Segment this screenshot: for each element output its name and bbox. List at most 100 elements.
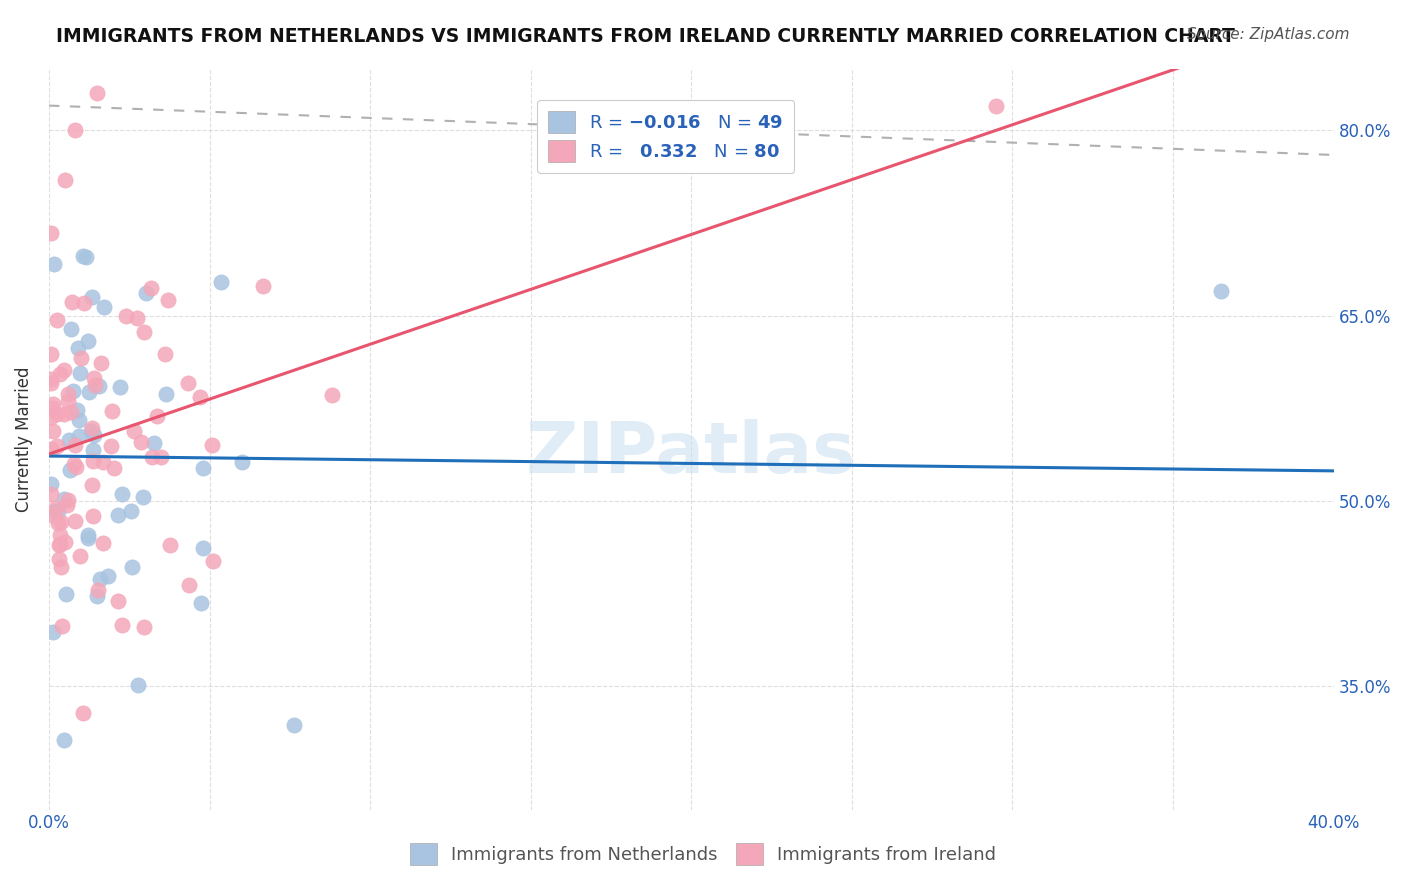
Point <box>51 619 73 633</box>
Point <box>80 421 103 435</box>
Point <box>201 438 224 452</box>
Point <box>72 706 94 721</box>
Point <box>82 443 104 458</box>
Point <box>53 172 76 186</box>
Point <box>87 583 110 598</box>
Point <box>101 404 124 418</box>
Point <box>41 508 63 522</box>
Point <box>70 351 93 365</box>
Point <box>103 461 125 475</box>
Text: ZIPatlas: ZIPatlas <box>526 419 856 488</box>
Point <box>127 678 149 692</box>
Point <box>97 569 120 583</box>
Point <box>42 625 65 640</box>
Point <box>107 594 129 608</box>
Point <box>56 393 79 408</box>
Point <box>63 123 86 137</box>
Point <box>60 405 83 419</box>
Point <box>39 409 62 424</box>
Point <box>49 515 72 529</box>
Point <box>91 455 114 469</box>
Point <box>82 454 104 468</box>
Point <box>39 477 62 491</box>
Point <box>150 450 173 464</box>
Point <box>39 371 62 385</box>
Point <box>66 402 89 417</box>
Point <box>63 457 86 471</box>
Point <box>48 528 70 542</box>
Point <box>121 560 143 574</box>
Point <box>67 341 90 355</box>
Point <box>51 560 73 574</box>
Point <box>48 536 70 550</box>
Point <box>39 487 62 501</box>
Point <box>986 98 1008 112</box>
Point <box>155 387 177 401</box>
Point <box>82 290 104 304</box>
Point <box>79 424 101 438</box>
Legend: Immigrants from Netherlands, Immigrants from Ireland: Immigrants from Netherlands, Immigrants … <box>401 834 1005 874</box>
Point <box>59 322 82 336</box>
Text: Source: ZipAtlas.com: Source: ZipAtlas.com <box>1187 27 1350 42</box>
Point <box>86 590 108 604</box>
Point <box>146 409 169 423</box>
Point <box>39 226 62 240</box>
Point <box>72 249 94 263</box>
Point <box>73 295 96 310</box>
Point <box>90 356 112 370</box>
Point <box>141 450 163 464</box>
Point <box>111 618 134 632</box>
Point <box>129 435 152 450</box>
Point <box>283 717 305 731</box>
Point <box>42 257 65 271</box>
Point <box>46 516 69 530</box>
Point <box>41 401 63 416</box>
Point <box>59 463 82 477</box>
Point <box>82 509 104 524</box>
Point <box>48 367 70 381</box>
Point <box>42 503 65 517</box>
Point <box>46 407 69 421</box>
Point <box>69 366 91 380</box>
Point <box>45 312 67 326</box>
Point <box>55 587 77 601</box>
Point <box>56 493 79 508</box>
Point <box>209 275 232 289</box>
Point <box>176 376 198 390</box>
Point <box>177 577 200 591</box>
Point <box>87 378 110 392</box>
Point <box>42 397 65 411</box>
Point <box>52 733 75 747</box>
Point <box>48 552 70 566</box>
Point <box>39 442 62 456</box>
Point <box>67 429 90 443</box>
Point <box>63 515 86 529</box>
Point <box>89 572 111 586</box>
Point <box>142 435 165 450</box>
Point <box>52 362 75 376</box>
Point <box>155 346 177 360</box>
Y-axis label: Currently Married: Currently Married <box>15 367 32 512</box>
Point <box>100 439 122 453</box>
Point <box>83 428 105 442</box>
Point <box>202 554 225 568</box>
Point <box>39 347 62 361</box>
Point <box>62 384 84 399</box>
Point <box>65 460 87 475</box>
Point <box>58 433 80 447</box>
Point <box>159 538 181 552</box>
Point <box>135 285 157 300</box>
Point <box>53 407 76 421</box>
Point <box>42 424 65 438</box>
Point <box>53 535 76 549</box>
Point <box>75 250 97 264</box>
Point <box>83 371 105 385</box>
Point <box>76 528 98 542</box>
Point <box>39 376 62 391</box>
Point <box>46 504 69 518</box>
Point <box>86 87 108 101</box>
Point <box>124 424 146 438</box>
Point <box>84 377 107 392</box>
Point <box>46 439 69 453</box>
Point <box>139 281 162 295</box>
